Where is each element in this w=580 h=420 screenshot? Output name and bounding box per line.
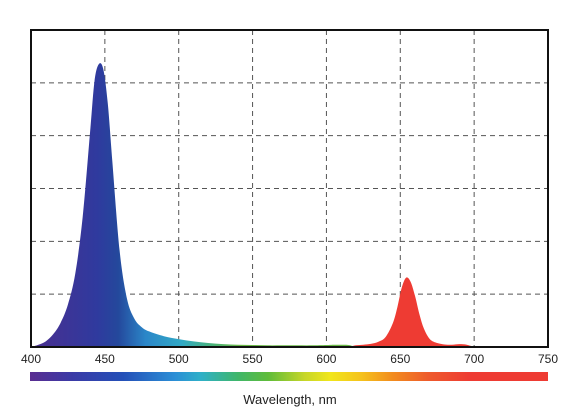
spectrum-color-bar xyxy=(30,372,548,381)
x-tick-label: 650 xyxy=(390,352,410,366)
x-tick-label: 400 xyxy=(21,352,41,366)
x-tick-label: 600 xyxy=(316,352,336,366)
spectrum-areas xyxy=(31,63,475,348)
x-tick-label: 550 xyxy=(243,352,263,366)
x-tick-label: 750 xyxy=(538,352,558,366)
x-tick-label: 500 xyxy=(169,352,189,366)
plot-frame xyxy=(30,29,549,348)
x-tick-label: 450 xyxy=(95,352,115,366)
x-tick-label: 700 xyxy=(464,352,484,366)
x-axis-title: Wavelength, nm xyxy=(243,392,336,407)
x-tick-labels: 400 450 500 550 600 650 700 750 xyxy=(21,352,558,366)
red-peak-area xyxy=(348,277,475,347)
blue-peak-area xyxy=(31,63,356,348)
